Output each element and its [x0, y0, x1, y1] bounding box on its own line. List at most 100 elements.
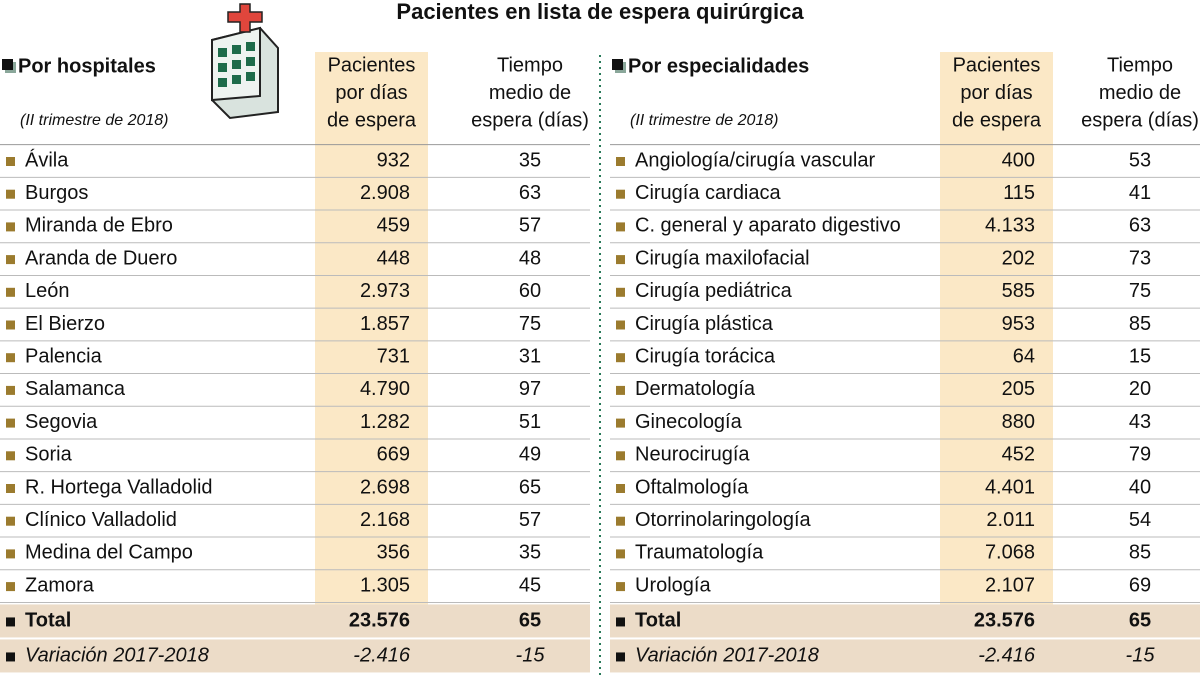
row-time: 35 — [519, 149, 541, 171]
row-patients: 205 — [1002, 378, 1035, 400]
row-label: Traumatología — [635, 542, 764, 564]
row-time: 20 — [1129, 378, 1151, 400]
column-header: Tiempo — [1107, 54, 1173, 76]
row-patients: 1.857 — [360, 313, 410, 335]
row-bullet — [616, 451, 625, 461]
row-time: 54 — [1129, 509, 1151, 531]
row-time: 57 — [519, 509, 541, 531]
row-label: Neurocirugía — [635, 444, 750, 466]
row-time: 15 — [1129, 345, 1151, 367]
row-bullet — [6, 320, 15, 330]
title: Pacientes en lista de espera quirúrgica — [396, 0, 804, 24]
row-label: Burgos — [25, 182, 88, 204]
row-time: 69 — [1129, 574, 1151, 596]
row-label: Medina del Campo — [25, 542, 193, 564]
column-header: medio de — [1099, 82, 1181, 104]
row-patients: 202 — [1002, 247, 1035, 269]
row-patients: 880 — [1002, 411, 1035, 433]
row-time: 40 — [1129, 476, 1151, 498]
row-patients: 585 — [1002, 280, 1035, 302]
row-time: 31 — [519, 345, 541, 367]
row-label: R. Hortega Valladolid — [25, 476, 213, 498]
row-bullet — [6, 617, 15, 627]
row-patients: 2.011 — [986, 509, 1035, 531]
row-time: 43 — [1129, 411, 1151, 433]
row-bullet — [616, 484, 625, 493]
row-label: Clínico Valladolid — [25, 509, 177, 531]
row-patients: 115 — [1003, 182, 1035, 204]
section-subtitle: (II trimestre de 2018) — [630, 112, 779, 129]
section-subtitle: (II trimestre de 2018) — [20, 112, 169, 129]
row-label: Variación 2017-2018 — [635, 645, 819, 667]
row-label: Urología — [635, 574, 711, 596]
row-label: Miranda de Ebro — [25, 215, 173, 237]
row-bullet — [6, 516, 15, 526]
row-bullet — [616, 189, 625, 199]
row-label: Angiología/cirugía vascular — [635, 149, 875, 171]
row-bullet — [6, 222, 15, 232]
row-patients: 23.576 — [349, 610, 410, 632]
highlight-column — [940, 52, 1053, 605]
row-label: Palencia — [25, 345, 103, 367]
row-bullet — [6, 484, 15, 493]
row-patients: 2.107 — [985, 574, 1035, 596]
row-time: 65 — [1129, 610, 1151, 632]
row-bullet — [616, 652, 625, 662]
row-bullet — [616, 418, 625, 428]
row-bullet — [616, 255, 625, 265]
row-patients: 400 — [1002, 149, 1035, 171]
row-patients: -2.416 — [978, 645, 1036, 667]
row-label: Soria — [25, 444, 73, 466]
row-time: 75 — [519, 313, 541, 335]
row-patients: 2.168 — [360, 509, 410, 531]
row-time: 35 — [519, 542, 541, 564]
row-label: Variación 2017-2018 — [25, 645, 209, 667]
row-patients: 356 — [377, 542, 410, 564]
row-label: Cirugía cardiaca — [635, 182, 782, 204]
row-patients: 2.908 — [360, 182, 410, 204]
row-bullet — [616, 353, 625, 363]
row-time: 48 — [519, 247, 541, 269]
row-bullet — [616, 157, 625, 166]
row-patients: 459 — [377, 215, 410, 237]
variation-band — [610, 639, 1200, 673]
row-time: 49 — [519, 444, 541, 466]
column-header: medio de — [489, 82, 571, 104]
row-patients: 2.698 — [360, 476, 410, 498]
row-patients: 669 — [377, 444, 410, 466]
row-label: C. general y aparato digestivo — [635, 215, 901, 237]
row-label: Dermatología — [635, 378, 756, 400]
row-patients: 64 — [1013, 345, 1035, 367]
column-header: Pacientes — [953, 54, 1041, 76]
row-patients: 2.973 — [360, 280, 410, 302]
row-bullet — [616, 617, 625, 627]
column-header: Tiempo — [497, 54, 563, 76]
row-bullet — [6, 582, 15, 592]
row-time: 65 — [519, 610, 541, 632]
column-header: por días — [335, 82, 407, 104]
row-time: 63 — [519, 182, 541, 204]
hospital-icon — [211, 3, 279, 120]
row-patients: 4.133 — [985, 215, 1035, 237]
row-time: 85 — [1129, 542, 1151, 564]
row-bullet — [616, 287, 625, 297]
row-time: 60 — [519, 280, 541, 302]
row-patients: 23.576 — [974, 610, 1035, 632]
row-time: 57 — [519, 215, 541, 237]
row-patients: 953 — [1002, 313, 1035, 335]
row-label: Cirugía pediátrica — [635, 280, 793, 302]
row-time: 97 — [519, 378, 541, 400]
row-patients: 7.068 — [985, 542, 1035, 564]
row-time: 51 — [519, 411, 541, 433]
row-time: 85 — [1129, 313, 1151, 335]
row-bullet — [6, 418, 15, 428]
row-patients: 932 — [377, 149, 410, 171]
row-time: 75 — [1129, 280, 1151, 302]
row-patients: 731 — [377, 345, 410, 367]
row-label: Otorrinolaringología — [635, 509, 812, 531]
row-patients: 1.282 — [360, 411, 410, 433]
row-time: 65 — [519, 476, 541, 498]
row-time: 45 — [519, 574, 541, 596]
total-band — [610, 604, 1200, 638]
